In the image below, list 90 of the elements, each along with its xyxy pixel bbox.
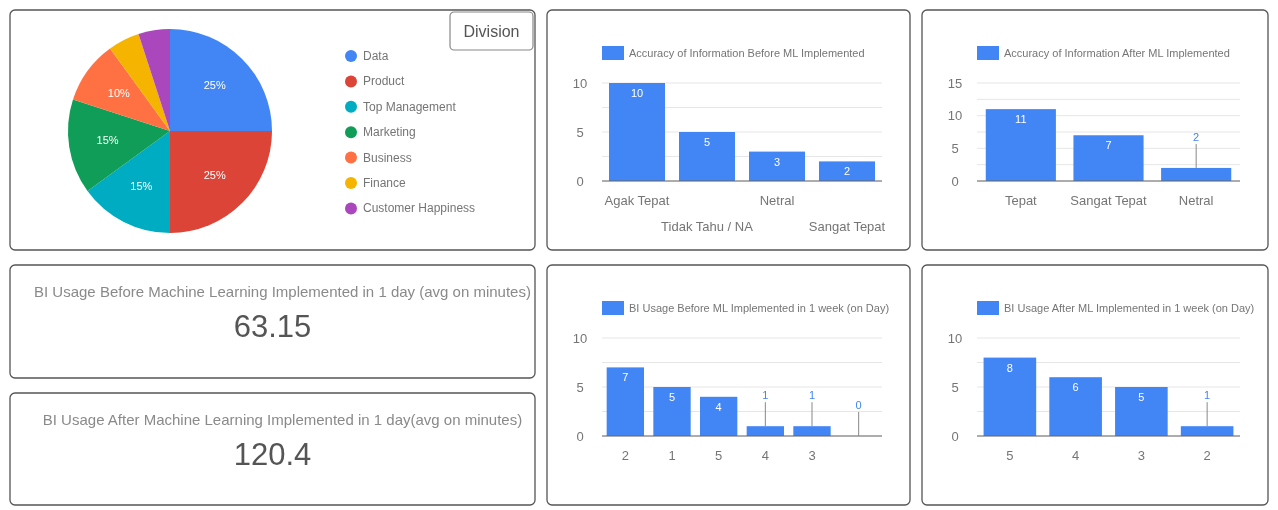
bar (983, 357, 1037, 436)
legend-label: BI Usage Before ML Implemented in 1 week (on Day) (629, 302, 890, 314)
pie-slice (72, 48, 170, 131)
y-tick-label: 5 (951, 140, 959, 156)
data-label: 11 (1015, 113, 1027, 126)
legend-label: Marketing (363, 125, 416, 140)
text: 63.15 (233, 309, 312, 344)
x-tick-label: 4 (1072, 448, 1080, 463)
text: BI Usage After Machine Learning Implemented in 1 day(avg on minutes) (42, 411, 523, 428)
data-label: 8 (1006, 361, 1013, 374)
legend-label: Accuracy of Information Before ML Implemented (629, 47, 865, 59)
pie-slice (68, 99, 170, 191)
data-label: 2 (843, 165, 851, 178)
y-tick-label: 5 (576, 124, 584, 140)
y-tick-label: 0 (576, 173, 584, 189)
x-tick-label: 1 (668, 448, 676, 463)
filter-button: Division (449, 11, 534, 51)
bar (1180, 426, 1234, 436)
bar (749, 151, 805, 181)
data-label: 15% (96, 133, 119, 146)
data-label: 10% (107, 86, 131, 99)
pie-slice (170, 29, 272, 131)
x-tick-label: 2 (621, 448, 629, 463)
data-label: 10 (630, 87, 644, 99)
data-label: 7 (1105, 139, 1112, 152)
x-tick-label: Netral (1178, 193, 1214, 208)
pie-slice (110, 33, 170, 131)
data-label: 2 (1193, 130, 1200, 143)
data-label: 25% (203, 168, 226, 181)
bar (985, 109, 1056, 181)
data-label: 6 (1072, 381, 1079, 394)
data-label: 7 (622, 371, 629, 384)
x-tick-label: Tidak Tahu / NA (661, 219, 754, 234)
data-label: 3 (773, 155, 781, 168)
bar (606, 367, 644, 436)
data-label: 4 (715, 400, 722, 413)
pie-slice (87, 131, 170, 233)
bar (700, 396, 738, 436)
x-tick-label: 3 (808, 448, 816, 463)
legend-label: Business (363, 150, 412, 165)
x-tick-label: 4 (761, 448, 769, 463)
data-label: 1 (1204, 389, 1211, 402)
data-label: 1 (808, 389, 816, 402)
bar (679, 132, 735, 181)
bar (793, 426, 831, 436)
bar (1161, 167, 1232, 181)
text: 120.4 (233, 437, 312, 472)
data-label: 0 (855, 399, 862, 411)
x-tick-label: Tepat (1004, 193, 1038, 208)
data-label: 1 (762, 389, 769, 402)
bar (746, 426, 784, 436)
x-tick-label: 3 (1137, 448, 1145, 463)
y-tick-label: 5 (951, 379, 959, 395)
legend-label: Top Management (363, 99, 457, 114)
text: BI Usage Before Machine Learning Implemented in 1 day (avg on minutes) (34, 283, 531, 300)
legend-label: Product (363, 74, 406, 89)
y-tick-label: 15 (947, 75, 963, 91)
y-tick-label: 10 (572, 330, 588, 346)
x-tick-label: Netral (759, 193, 795, 208)
legend-label: Accuracy of Information After ML Implemented (1004, 47, 1230, 59)
legend-label: Data (363, 49, 389, 63)
bar (819, 161, 875, 181)
y-tick-label: 0 (951, 428, 959, 444)
x-tick-label: Agak Tepat (604, 193, 670, 208)
y-tick-label: 0 (951, 173, 959, 189)
y-tick-label: 10 (572, 75, 588, 91)
pie-slice (170, 131, 272, 233)
data-label: 15% (130, 180, 153, 193)
data-label: 25% (203, 79, 226, 92)
x-tick-label: Sangat Tepat (808, 219, 886, 234)
y-tick-label: 5 (576, 379, 584, 395)
x-tick-label: 5 (715, 448, 723, 463)
pie-slice (138, 29, 170, 131)
legend-label: BI Usage After ML Implemented in 1 week (on Day) (1004, 302, 1255, 314)
x-tick-label: 5 (1006, 448, 1014, 463)
legend-label: Customer Happiness (363, 201, 476, 216)
bar (609, 83, 665, 181)
bar (1049, 377, 1102, 436)
data-label: 5 (1138, 391, 1145, 403)
data-label: 5 (703, 136, 711, 148)
bar (1073, 135, 1144, 181)
y-tick-label: 10 (947, 330, 963, 346)
legend-label: Finance (363, 176, 407, 190)
data-label: 5 (668, 391, 676, 403)
x-tick-label: 2 (1203, 448, 1211, 463)
y-tick-label: 0 (576, 428, 584, 444)
x-tick-label: Sangat Tepat (1070, 193, 1148, 208)
bar (1115, 387, 1168, 436)
bar (653, 387, 691, 436)
y-tick-label: 10 (947, 108, 963, 124)
